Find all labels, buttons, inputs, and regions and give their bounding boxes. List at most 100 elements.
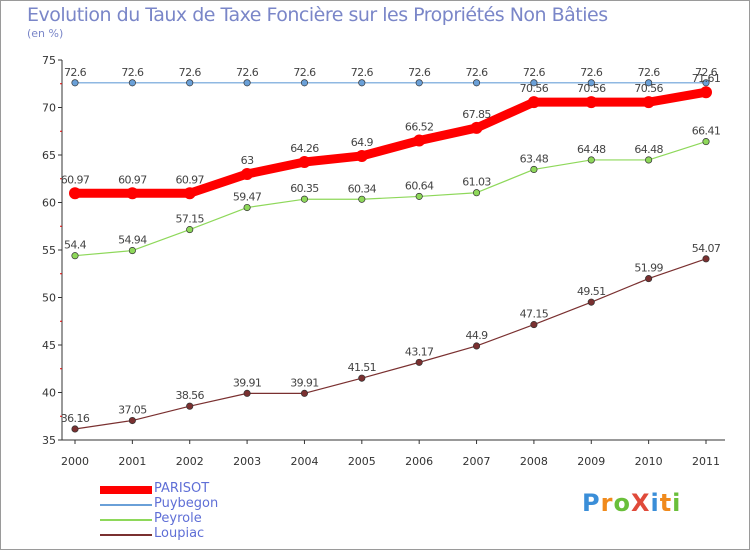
x-tick-label: 2000	[61, 455, 89, 468]
point-parisot	[642, 96, 655, 109]
point-parisot	[585, 96, 598, 109]
point-puybegon	[645, 79, 653, 87]
x-tick-label: 2008	[520, 455, 548, 468]
data-label-puybegon: 72.6	[179, 66, 202, 79]
logo-letter: P	[582, 489, 601, 517]
data-label-puybegon: 72.6	[523, 66, 546, 79]
data-label-parisot: 63	[241, 154, 254, 167]
point-loupiac	[530, 321, 538, 329]
point-loupiac	[702, 255, 710, 263]
x-tick-label: 2009	[577, 455, 605, 468]
y-tick-label: 50	[42, 292, 56, 305]
data-label-loupiac: 54.07	[692, 242, 721, 255]
data-label-parisot: 70.56	[577, 82, 606, 95]
legend-label: PARISOT	[154, 481, 210, 496]
logo-letter: i	[650, 489, 660, 517]
point-peyrole	[645, 156, 653, 164]
x-tick-label: 2010	[635, 455, 663, 468]
point-parisot	[413, 134, 426, 147]
x-tick-label: 2003	[233, 455, 261, 468]
point-loupiac	[186, 402, 194, 410]
x-tick-label: 2006	[405, 455, 433, 468]
legend-label: Loupiac	[154, 526, 205, 541]
data-label-loupiac: 39.91	[290, 376, 319, 389]
legend-swatch	[100, 486, 152, 494]
point-peyrole	[71, 252, 79, 260]
point-peyrole	[415, 192, 423, 200]
point-parisot	[470, 121, 483, 134]
logo-letter: t	[659, 489, 673, 517]
data-label-parisot: 71.61	[692, 72, 721, 85]
point-loupiac	[472, 342, 481, 350]
point-loupiac	[128, 416, 136, 425]
point-puybegon	[300, 79, 309, 87]
legend-swatch	[100, 534, 152, 536]
data-label-loupiac: 37.05	[118, 404, 147, 417]
data-label-parisot: 64.26	[290, 142, 319, 155]
data-label-peyrole: 54.94	[118, 234, 147, 247]
point-parisot	[700, 86, 712, 99]
point-puybegon	[186, 79, 194, 87]
axes: 35 40 45 50 55 60 65 70 75 2000 2001 2002 2003 2004 20…	[42, 54, 725, 468]
legend-label: Peyrole	[154, 511, 202, 526]
point-loupiac	[415, 358, 423, 366]
data-label-loupiac: 51.99	[634, 262, 663, 275]
series-lines	[69, 79, 712, 433]
y-tick-label: 65	[42, 149, 56, 162]
y-tick-label: 45	[42, 339, 56, 352]
point-loupiac	[243, 389, 251, 397]
legend-swatch	[100, 504, 152, 506]
point-puybegon	[587, 79, 595, 87]
data-label-loupiac: 39.91	[233, 376, 262, 389]
point-puybegon	[472, 79, 481, 87]
logo-letter: X	[630, 489, 651, 517]
data-label-loupiac: 47.15	[520, 308, 549, 321]
data-label-peyrole: 64.48	[634, 143, 663, 156]
point-loupiac	[71, 425, 79, 433]
data-label-puybegon: 72.6	[465, 66, 488, 79]
data-label-parisot: 60.97	[118, 173, 147, 186]
data-label-puybegon: 72.6	[580, 66, 603, 79]
data-label-peyrole: 59.47	[233, 191, 262, 204]
series-line-peyrole	[74, 141, 707, 257]
chart-title: Evolution du Taux de Taxe Foncière sur l…	[27, 4, 608, 26]
data-label-peyrole: 60.35	[290, 182, 319, 195]
data-label-puybegon: 72.6	[408, 66, 431, 79]
y-tick-label: 55	[42, 244, 56, 257]
point-puybegon	[243, 79, 251, 87]
data-label-parisot: 60.97	[175, 173, 204, 186]
data-label-peyrole: 60.34	[348, 182, 377, 195]
data-label-loupiac: 41.51	[348, 361, 377, 374]
data-label-peyrole: 64.48	[577, 143, 606, 156]
x-tick-label: 2007	[463, 455, 491, 468]
point-peyrole	[472, 189, 481, 197]
y-tick-label: 60	[42, 197, 56, 210]
data-label-peyrole: 60.64	[405, 179, 434, 192]
point-parisot	[298, 156, 311, 169]
data-label-loupiac: 49.51	[577, 285, 606, 298]
point-puybegon	[702, 79, 710, 87]
data-label-loupiac: 38.56	[175, 389, 204, 402]
data-label-peyrole: 54.4	[64, 239, 87, 252]
chart-subtitle: (en %)	[27, 27, 64, 40]
data-label-loupiac: 36.16	[61, 412, 90, 425]
point-peyrole	[243, 203, 251, 212]
point-peyrole	[300, 195, 309, 203]
point-peyrole	[530, 165, 538, 173]
data-label-puybegon: 72.6	[64, 66, 87, 79]
legend-swatch	[100, 519, 152, 521]
point-loupiac	[587, 298, 595, 306]
point-parisot	[355, 149, 368, 162]
data-label-peyrole: 61.03	[462, 176, 491, 189]
point-parisot	[183, 187, 196, 200]
data-label-puybegon: 72.6	[638, 66, 661, 79]
y-tick-label: 35	[42, 434, 56, 447]
point-parisot	[241, 168, 254, 180]
y-tick-label: 70	[42, 102, 56, 115]
proxiti-logo: ProXiti	[582, 489, 681, 517]
data-label-peyrole: 63.48	[520, 152, 549, 165]
logo-letter: i	[672, 489, 682, 517]
point-puybegon	[530, 79, 538, 87]
data-label-peyrole: 66.41	[692, 125, 721, 138]
